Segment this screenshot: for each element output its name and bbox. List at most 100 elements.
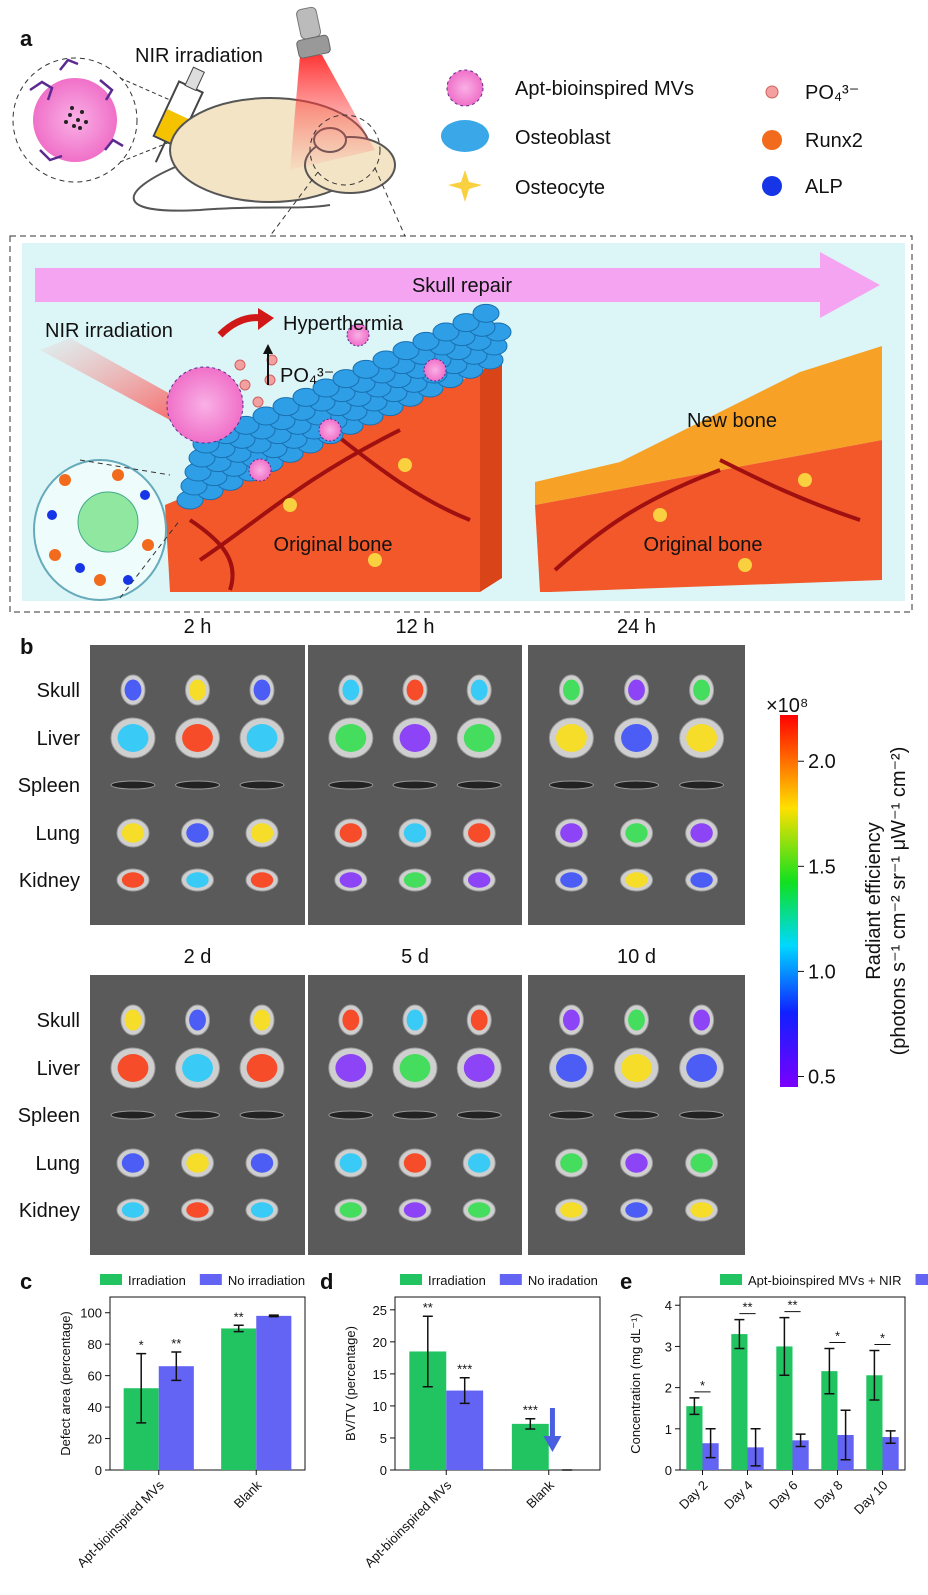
y-axis-title: Concentration (mg dL⁻¹) xyxy=(628,1313,643,1454)
signal xyxy=(186,823,208,843)
x-tick-label: Blank xyxy=(231,1477,265,1511)
signal xyxy=(247,724,278,752)
signal xyxy=(122,823,144,843)
y-tick-label: 40 xyxy=(88,1400,102,1415)
panel-label: c xyxy=(20,1269,32,1294)
y-tick-label: 20 xyxy=(373,1335,387,1350)
organ-label: Kidney xyxy=(19,1200,80,1222)
signal xyxy=(122,872,144,887)
signal xyxy=(471,680,488,701)
legend-swatch xyxy=(100,1274,122,1285)
x-tick-label: Day 2 xyxy=(676,1478,711,1513)
organ-label: Liver xyxy=(37,728,81,750)
y-tick-label: 20 xyxy=(88,1432,102,1447)
x-tick-label: Day 6 xyxy=(766,1478,801,1513)
vesicle xyxy=(249,459,271,481)
signal xyxy=(340,1153,362,1173)
bar xyxy=(256,1316,291,1470)
signal xyxy=(560,1153,582,1173)
signal xyxy=(335,1054,366,1082)
signal xyxy=(407,1010,424,1031)
legend-icon xyxy=(441,120,489,152)
signal xyxy=(186,1153,208,1173)
nir-beam xyxy=(290,55,375,170)
organ-label: Kidney xyxy=(19,870,80,892)
legend-label: Irradiation xyxy=(428,1273,486,1288)
significance: ** xyxy=(171,1336,181,1351)
signal xyxy=(340,1202,362,1217)
signal xyxy=(189,1010,206,1031)
signal xyxy=(625,823,647,843)
x-tick-label: Apt-bioinspired MVs xyxy=(74,1477,167,1570)
time-label: 2 d xyxy=(184,946,212,968)
legend-swatch xyxy=(200,1274,222,1285)
signal xyxy=(693,1010,710,1031)
legend-label: No iradation xyxy=(528,1273,598,1288)
organ xyxy=(549,1111,593,1119)
signal xyxy=(400,1054,431,1082)
organ-label: Spleen xyxy=(18,1105,80,1127)
signal xyxy=(625,1153,647,1173)
y-tick-label: 15 xyxy=(373,1367,387,1382)
colorbar-tick-label: 1.5 xyxy=(808,856,836,878)
bone-side xyxy=(480,356,502,592)
significance: ** xyxy=(787,1298,797,1313)
legend-swatch xyxy=(500,1274,522,1285)
signal xyxy=(247,1054,278,1082)
x-tick-label: Day 8 xyxy=(811,1478,846,1513)
bar xyxy=(512,1424,549,1470)
phosphate-label: PO₄³⁻ xyxy=(280,365,334,387)
y-tick-label: 80 xyxy=(88,1337,102,1352)
y-tick-label: 25 xyxy=(373,1303,387,1318)
legend-label: No irradiation xyxy=(228,1273,305,1288)
time-label: 12 h xyxy=(396,616,435,638)
signal xyxy=(340,823,362,843)
significance: ** xyxy=(423,1300,433,1315)
colorbar-tick-label: 1.0 xyxy=(808,961,836,983)
signal xyxy=(625,1202,647,1217)
signal xyxy=(125,680,142,701)
time-label: 10 d xyxy=(617,946,656,968)
legend-label: PO₄³⁻ xyxy=(805,82,859,104)
y-tick-label: 1 xyxy=(665,1422,672,1437)
y-tick-label: 10 xyxy=(373,1399,387,1414)
significance: *** xyxy=(457,1362,472,1377)
signal xyxy=(690,1153,712,1173)
signal xyxy=(560,1202,582,1217)
organ xyxy=(240,781,284,789)
signal xyxy=(628,680,645,701)
signal xyxy=(404,823,426,843)
y-axis-title: Defect area (percentage) xyxy=(58,1311,73,1456)
colorbar-tick-label: 0.5 xyxy=(808,1066,836,1088)
y-tick-label: 0 xyxy=(95,1463,102,1478)
organ xyxy=(329,1111,373,1119)
significance: *** xyxy=(523,1403,538,1418)
signal xyxy=(340,872,362,887)
nucleus xyxy=(78,492,138,552)
signal xyxy=(690,872,712,887)
signal xyxy=(122,1202,144,1217)
x-tick-label: Blank xyxy=(523,1477,557,1511)
y-tick-label: 60 xyxy=(88,1369,102,1384)
y-tick-label: 100 xyxy=(80,1306,102,1321)
y-tick-label: 3 xyxy=(665,1339,672,1354)
organ xyxy=(615,781,659,789)
legend-label: Runx2 xyxy=(805,130,863,152)
hyperthermia-label: Hyperthermia xyxy=(283,313,404,335)
bar xyxy=(686,1406,702,1470)
signal xyxy=(182,1054,213,1082)
signal xyxy=(251,1153,273,1173)
significance: ** xyxy=(742,1300,752,1315)
signal xyxy=(186,1202,208,1217)
organ-label: Skull xyxy=(37,1010,80,1032)
significance: * xyxy=(700,1378,705,1393)
legend-label: Irradiation xyxy=(128,1273,186,1288)
organ-label: Skull xyxy=(37,680,80,702)
signal xyxy=(335,724,366,752)
legend-icon xyxy=(766,86,778,98)
organ-label: Lung xyxy=(36,1153,81,1175)
significance: * xyxy=(880,1331,885,1346)
signal xyxy=(342,1010,359,1031)
signal xyxy=(556,724,587,752)
signal xyxy=(189,680,206,701)
